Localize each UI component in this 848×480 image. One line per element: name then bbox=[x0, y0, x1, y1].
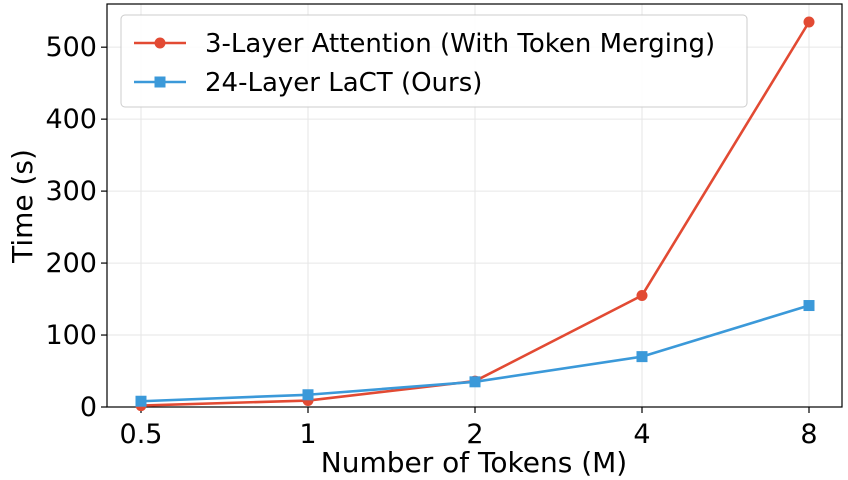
legend-box bbox=[120, 14, 748, 108]
x-tick-label: 2 bbox=[466, 419, 483, 450]
x-tick-label: 4 bbox=[633, 419, 650, 450]
data-point bbox=[803, 16, 815, 28]
data-point bbox=[135, 395, 147, 407]
data-point bbox=[469, 376, 481, 388]
x-tick-label: 0.5 bbox=[120, 419, 163, 450]
x-axis-label: Number of Tokens (M) bbox=[321, 446, 627, 479]
data-point bbox=[803, 300, 815, 312]
axes: 0.5 1 2 4 8 0 100 200 300 400 500 bbox=[45, 32, 817, 450]
y-tick-label: 200 bbox=[45, 248, 97, 279]
legend-label: 24-Layer LaCT (Ours) bbox=[205, 68, 482, 98]
y-tick-label: 0 bbox=[80, 392, 97, 423]
y-tick-label: 400 bbox=[45, 104, 97, 135]
data-point bbox=[302, 389, 314, 401]
legend: 3-Layer Attention (With Token Merging) 24… bbox=[120, 14, 748, 108]
y-tick-label: 500 bbox=[45, 32, 97, 63]
y-tick-label: 100 bbox=[45, 320, 97, 351]
x-tick-label: 1 bbox=[299, 419, 316, 450]
data-point bbox=[636, 351, 648, 363]
legend-marker bbox=[154, 37, 166, 49]
data-point bbox=[636, 289, 648, 301]
series-group bbox=[135, 16, 815, 412]
legend-label: 3-Layer Attention (With Token Merging) bbox=[205, 29, 715, 59]
y-tick-label: 300 bbox=[45, 176, 97, 207]
y-axis-label: Time (s) bbox=[6, 149, 39, 264]
x-tick-label: 8 bbox=[800, 419, 817, 450]
legend-marker bbox=[154, 76, 166, 88]
